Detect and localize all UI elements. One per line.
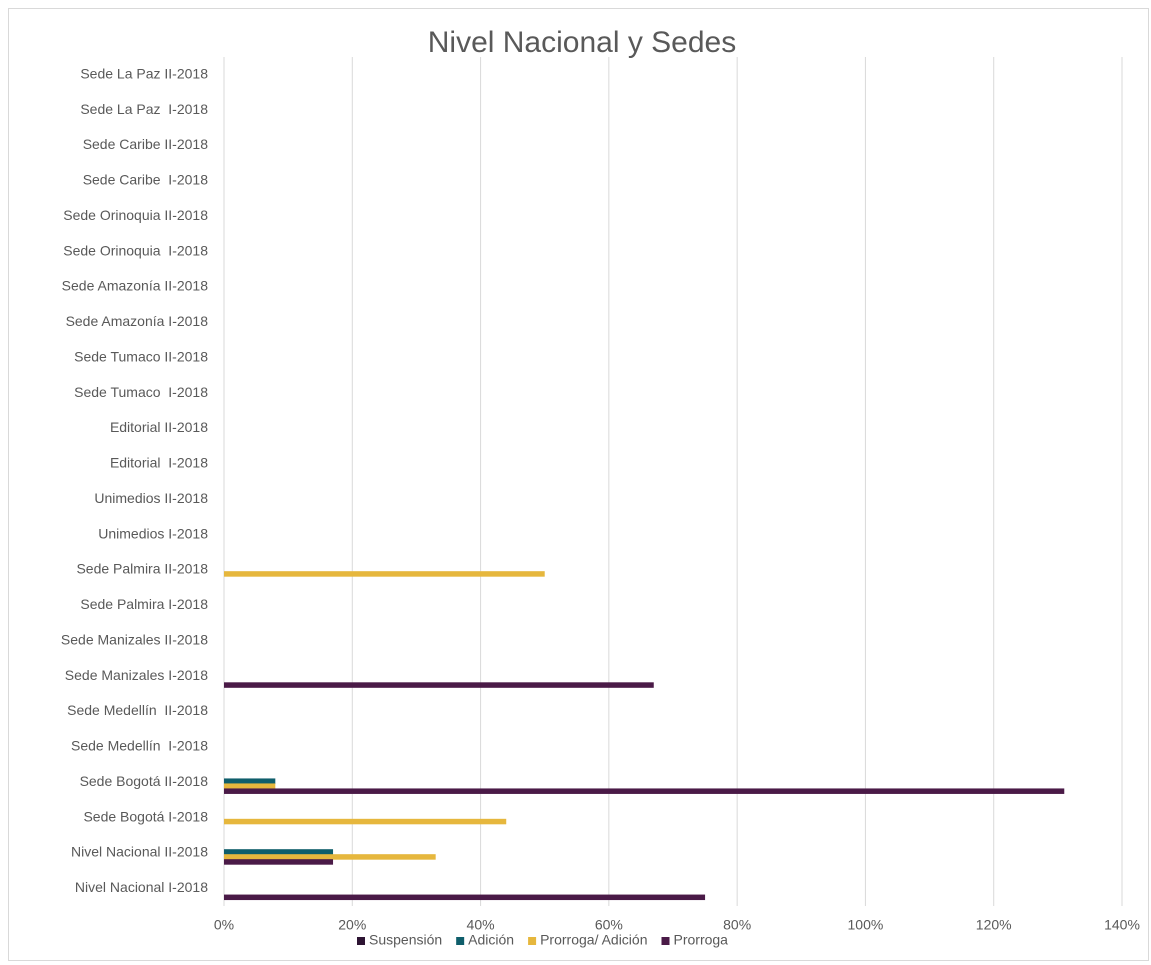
- legend-label: Prorroga: [674, 932, 729, 948]
- y-tick-label: Nivel Nacional II-2018: [71, 844, 208, 860]
- legend-label: Prorroga/ Adición: [540, 932, 647, 948]
- y-tick-label: Sede Bogotá II-2018: [80, 773, 209, 789]
- x-tick-label: 140%: [1104, 917, 1140, 933]
- chart-border: [8, 8, 1149, 961]
- x-tick-label: 60%: [595, 917, 623, 933]
- y-tick-label: Sede Medellín II-2018: [67, 702, 208, 718]
- bar: [224, 571, 545, 577]
- bar: [224, 854, 436, 860]
- bar: [224, 788, 1065, 794]
- y-tick-label: Sede Orinoquia I-2018: [63, 242, 208, 258]
- legend-swatch: [661, 937, 670, 945]
- legend-swatch: [357, 937, 365, 945]
- y-tick-label: Sede Tumaco II-2018: [74, 348, 208, 364]
- bar: [224, 894, 706, 901]
- y-tick-label: Sede Palmira II-2018: [76, 561, 208, 577]
- bar: [224, 818, 507, 825]
- y-tick-label: Sede Bogotá I-2018: [83, 808, 208, 824]
- legend-swatch: [456, 937, 465, 945]
- y-tick-label: Editorial II-2018: [110, 419, 208, 435]
- y-tick-label: Sede La Paz I-2018: [80, 101, 208, 117]
- y-tick-label: Sede Manizales II-2018: [61, 631, 208, 647]
- y-tick-label: Sede Caribe I-2018: [83, 172, 209, 188]
- legend-label: Adición: [468, 932, 514, 948]
- y-tick-label: Nivel Nacional I-2018: [75, 879, 208, 895]
- y-tick-label: Sede La Paz II-2018: [80, 65, 208, 81]
- y-tick-label: Unimedios II-2018: [94, 490, 208, 506]
- bar: [224, 778, 276, 784]
- x-tick-label: 0%: [214, 917, 234, 933]
- x-tick-label: 100%: [848, 917, 884, 933]
- y-tick-label: Sede Medellín I-2018: [71, 738, 208, 754]
- x-tick-label: 120%: [976, 917, 1012, 933]
- y-tick-label: Sede Orinoquia II-2018: [63, 207, 208, 223]
- bar: [224, 849, 334, 855]
- y-tick-label: Unimedios I-2018: [98, 525, 208, 541]
- bar: [224, 682, 654, 688]
- x-tick-label: 80%: [723, 917, 751, 933]
- x-tick-label: 20%: [338, 917, 366, 933]
- y-tick-label: Sede Palmira I-2018: [80, 596, 208, 612]
- y-tick-label: Sede Amazonía II-2018: [62, 278, 209, 294]
- legend-swatch: [528, 937, 537, 945]
- bar: [224, 783, 276, 789]
- legend-label: Suspensión: [369, 932, 442, 948]
- chart-title: Nivel Nacional y Sedes: [428, 26, 736, 59]
- bar: [224, 859, 334, 865]
- x-tick-label: 40%: [467, 917, 495, 933]
- y-tick-label: Sede Manizales I-2018: [65, 667, 208, 683]
- y-tick-label: Sede Tumaco I-2018: [74, 384, 208, 400]
- y-tick-label: Editorial I-2018: [110, 455, 208, 471]
- y-tick-label: Sede Caribe II-2018: [83, 136, 209, 152]
- y-tick-label: Sede Amazonía I-2018: [66, 313, 209, 329]
